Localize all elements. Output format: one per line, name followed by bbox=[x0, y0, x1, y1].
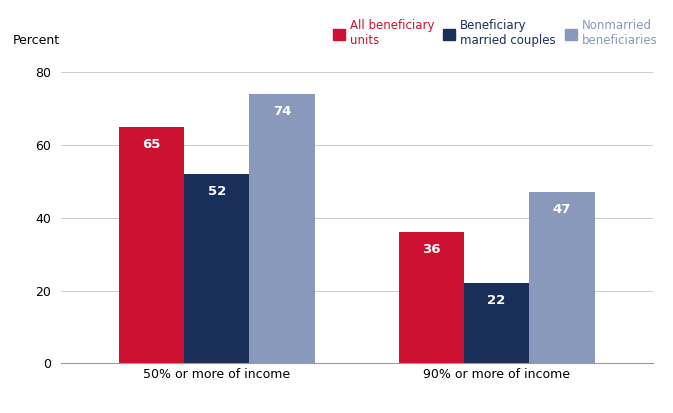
Bar bbox=[119, 126, 184, 363]
Text: 36: 36 bbox=[422, 243, 441, 256]
Bar bbox=[464, 283, 529, 363]
Text: Percent: Percent bbox=[13, 35, 61, 47]
Text: 65: 65 bbox=[142, 138, 161, 150]
Text: 22: 22 bbox=[487, 294, 505, 307]
Legend: All beneficiary
units, Beneficiary
married couples, Nonmarried
beneficiaries: All beneficiary units, Beneficiary marri… bbox=[333, 19, 658, 47]
Text: 52: 52 bbox=[208, 185, 226, 198]
Text: 74: 74 bbox=[273, 105, 291, 118]
Text: 47: 47 bbox=[553, 203, 571, 216]
Bar bbox=[398, 232, 464, 363]
Bar bbox=[529, 192, 594, 363]
Bar bbox=[250, 94, 315, 363]
Bar bbox=[184, 174, 250, 363]
